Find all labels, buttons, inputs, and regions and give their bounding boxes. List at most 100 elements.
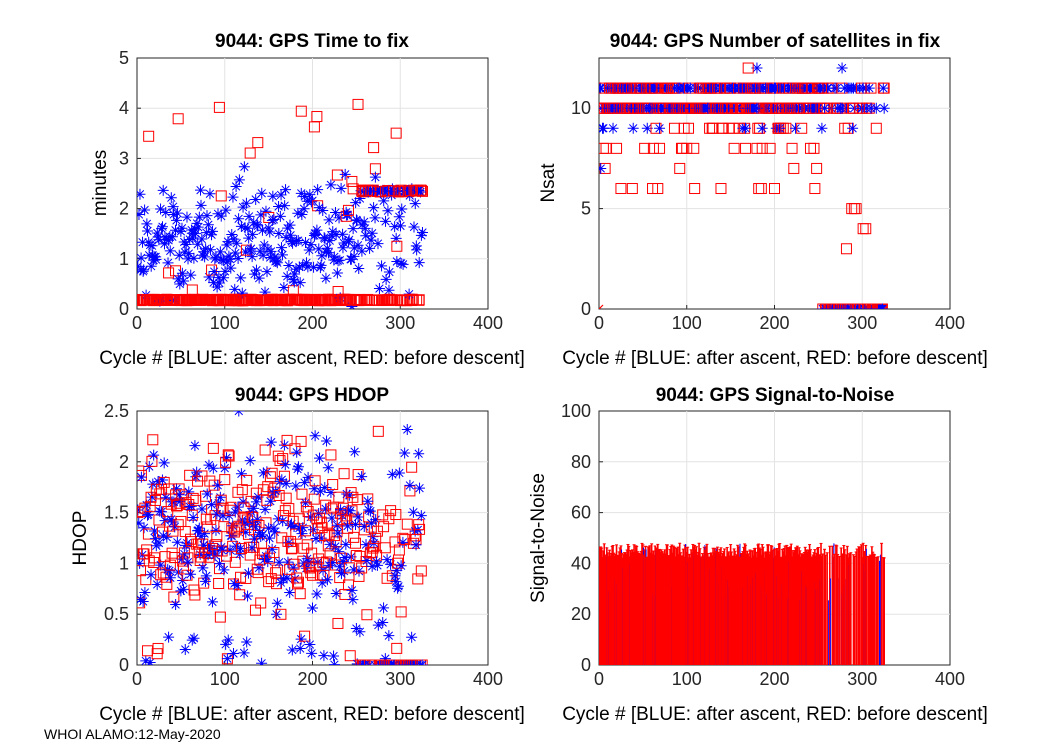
- data-point-blue-star: [148, 254, 160, 266]
- data-point-blue-star: [385, 186, 397, 198]
- data-point-blue-star: [178, 275, 190, 287]
- data-point-blue-star: [334, 561, 346, 573]
- data-point-blue-star: [380, 215, 392, 227]
- data-point-red-square: [172, 113, 184, 125]
- data-point-blue-star: [176, 553, 188, 565]
- data-point-blue-star: [347, 594, 359, 606]
- data-point-blue-star: [192, 238, 204, 250]
- data-point-blue-star: [310, 228, 322, 240]
- data-point-blue-star: [170, 224, 182, 236]
- data-point-blue-star: [174, 278, 186, 290]
- data-point-blue-star: [268, 214, 280, 226]
- data-point-red-square: [788, 162, 800, 174]
- data-point-blue-star: [179, 246, 191, 258]
- data-point-blue-star: [379, 653, 391, 665]
- data-point-blue-star: [145, 260, 157, 272]
- data-point-blue-star: [314, 485, 326, 497]
- data-point-blue-star: [296, 528, 308, 540]
- data-point-blue-star: [349, 446, 361, 458]
- data-point-blue-star: [321, 574, 333, 586]
- data-point-blue-star: [312, 184, 324, 196]
- data-point-red-square: [370, 532, 382, 544]
- data-point-red-square: [163, 267, 175, 279]
- data-point-red-square: [186, 509, 198, 521]
- data-point-blue-star: [404, 479, 416, 491]
- data-point-red-square: [322, 540, 334, 552]
- data-point-red-square: [281, 434, 293, 446]
- data-point-blue-star: [137, 265, 149, 277]
- data-point-blue-star: [211, 508, 223, 520]
- data-point-blue-star: [337, 228, 349, 240]
- data-point-blue-star: [316, 577, 328, 589]
- data-point-blue-star: [146, 491, 158, 503]
- y-tick-label: 3: [119, 148, 129, 168]
- x-tick-label: 300: [847, 313, 877, 333]
- y-tick-label: 5: [119, 48, 129, 68]
- data-point-blue-star: [332, 527, 344, 539]
- data-point-red-square: [152, 642, 164, 654]
- data-point-blue-star: [840, 102, 852, 114]
- data-point-blue-star: [337, 242, 349, 254]
- data-point-red-square: [339, 588, 351, 600]
- data-point-red-square: [615, 183, 627, 195]
- data-point-blue-star: [222, 236, 234, 248]
- data-point-red-square: [349, 537, 361, 549]
- data-point-blue-star: [191, 217, 203, 229]
- data-point-red-square: [276, 532, 288, 544]
- data-point-blue-star: [342, 209, 354, 221]
- data-point-red-square: [219, 474, 231, 486]
- data-point-blue-star: [352, 511, 364, 523]
- data-point-blue-star: [167, 201, 179, 213]
- data-point-blue-star: [201, 210, 213, 222]
- data-point-blue-star: [348, 250, 360, 262]
- data-point-blue-star: [198, 246, 210, 258]
- data-point-red-square: [164, 559, 176, 571]
- data-point-blue-star: [392, 580, 404, 592]
- data-point-red-square: [325, 449, 337, 461]
- data-point-blue-star: [207, 225, 219, 237]
- data-point-blue-star: [654, 122, 666, 134]
- data-point-blue-star: [208, 545, 220, 557]
- data-point-blue-star: [150, 254, 162, 266]
- data-point-red-square: [331, 169, 343, 181]
- data-point-red-square: [865, 82, 877, 94]
- data-point-blue-star: [410, 539, 422, 551]
- data-point-blue-star: [361, 555, 373, 567]
- data-point-blue-star: [185, 500, 197, 512]
- y-tick-label: 80: [571, 452, 591, 472]
- data-point-red-square: [342, 204, 354, 216]
- data-point-blue-star: [369, 212, 381, 224]
- data-point-blue-star: [396, 203, 408, 215]
- data-point-blue-star: [346, 584, 358, 596]
- data-point-blue-star: [327, 557, 339, 569]
- data-point-blue-star: [328, 659, 340, 665]
- data-point-blue-star: [217, 510, 229, 522]
- data-point-blue-star: [163, 565, 175, 577]
- x-tick-label: 100: [210, 669, 240, 689]
- data-point-blue-star: [816, 122, 828, 134]
- data-point-red-square: [218, 521, 230, 533]
- data-point-blue-star: [164, 572, 176, 584]
- data-point-red-square: [361, 609, 373, 621]
- data-point-blue-star: [187, 512, 199, 524]
- data-point-red-square: [301, 539, 313, 551]
- data-point-red-square: [172, 519, 184, 531]
- data-point-blue-star: [391, 564, 403, 576]
- data-point-blue-star: [160, 492, 172, 504]
- data-point-blue-star: [392, 185, 404, 197]
- data-point-red-square: [271, 564, 283, 576]
- data-point-blue-star: [362, 495, 374, 507]
- y-tick-label: 4: [119, 98, 129, 118]
- data-point-blue-star: [378, 195, 390, 207]
- data-point-blue-star: [221, 452, 233, 464]
- y-axis-label: minutes: [90, 150, 111, 217]
- data-point-blue-star: [217, 254, 229, 266]
- data-point-blue-star: [330, 229, 342, 241]
- marks: [599, 62, 890, 309]
- y-tick-label: 0: [119, 299, 129, 319]
- data-point-blue-star: [139, 204, 151, 216]
- data-point-blue-star: [313, 243, 325, 255]
- x-tick-label: 100: [672, 313, 702, 333]
- data-point-blue-star: [347, 223, 359, 235]
- data-point-blue-star: [342, 520, 354, 532]
